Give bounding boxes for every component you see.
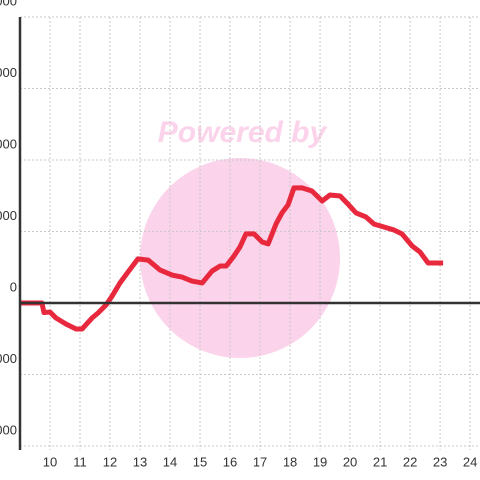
x-tick-label: 22 [403, 454, 417, 469]
y-tick-label: -3,000 [0, 351, 17, 366]
y-tick-label: 6,000 [0, 136, 17, 151]
x-tick-label: 20 [343, 454, 357, 469]
watermark-text: Powered by [158, 116, 328, 149]
watermark-logo [140, 158, 340, 358]
x-tick-label: 14 [163, 454, 177, 469]
y-tick-label: 0 [10, 279, 17, 294]
x-tick-label: 19 [313, 454, 327, 469]
x-tick-label: 11 [73, 454, 87, 469]
plot [20, 185, 444, 332]
x-tick-label: 18 [283, 454, 297, 469]
x-tick-label: 24 [463, 454, 477, 469]
x-tick-label: 13 [133, 454, 147, 469]
y-tick-label: 9,000 [0, 65, 17, 80]
x-tick-label: 21 [373, 454, 387, 469]
data-line [20, 185, 444, 332]
x-tick-label: 12 [103, 454, 117, 469]
x-tick-label: 15 [193, 454, 207, 469]
y-tick-label: 3,000 [0, 208, 17, 223]
x-tick-label: 16 [223, 454, 237, 469]
y-tick-label: 12,000 [0, 0, 17, 8]
y-tick-label: -6,000 [0, 422, 17, 437]
x-tick-label: 10 [43, 454, 57, 469]
x-tick-label: 23 [433, 454, 447, 469]
grid [20, 16, 480, 450]
x-tick-label: 17 [253, 454, 267, 469]
